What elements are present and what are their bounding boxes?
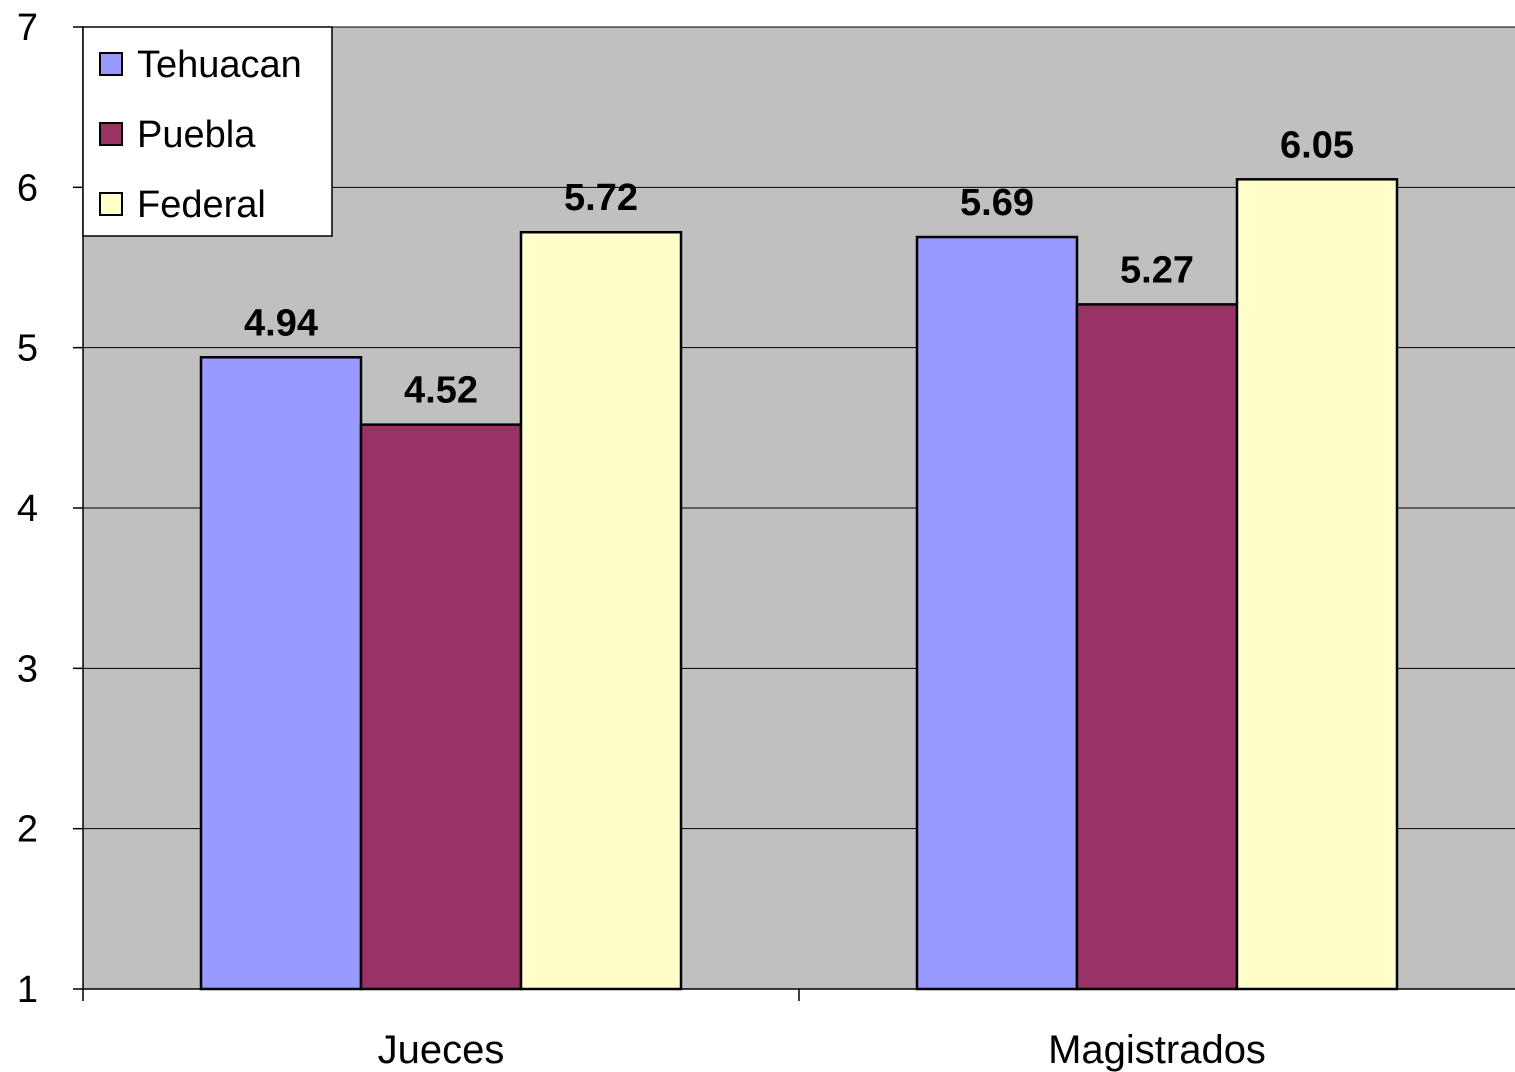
bar (359, 423, 523, 991)
y-tick-label: 5 (17, 328, 38, 370)
bar (519, 230, 683, 991)
y-tick-label: 7 (17, 7, 38, 49)
data-label: 4.94 (244, 302, 318, 344)
data-label: 6.05 (1280, 124, 1354, 166)
data-label: 5.72 (564, 177, 638, 219)
x-axis: Jueces Magistrados (82, 988, 1515, 1072)
legend: Tehuacan Puebla Federal (82, 26, 333, 237)
legend-label: Tehuacan (137, 44, 302, 86)
y-tick-label: 3 (17, 648, 38, 690)
bar (199, 356, 363, 991)
data-label: 5.69 (960, 182, 1034, 224)
bar (1235, 178, 1399, 991)
data-labels: 4.94 5.69 4.52 5.27 5.72 6.05 (244, 124, 1354, 411)
legend-swatch (99, 192, 123, 216)
x-tick-label: Jueces (378, 1028, 505, 1072)
data-label: 5.27 (1120, 249, 1194, 291)
legend-swatch (99, 122, 123, 146)
data-label: 4.52 (404, 370, 478, 412)
legend-label: Federal (137, 184, 266, 226)
y-tick-label: 6 (17, 167, 38, 209)
legend-box (82, 26, 333, 237)
y-tick-label: 4 (17, 488, 38, 530)
y-axis: 1 2 3 4 5 6 7 (17, 7, 84, 1011)
y-tick-label: 2 (17, 809, 38, 851)
y-tick-label: 1 (17, 969, 38, 1011)
legend-label: Puebla (137, 114, 256, 156)
bar (1075, 303, 1239, 991)
bars (199, 178, 1399, 991)
x-tick-label: Magistrados (1048, 1028, 1266, 1072)
legend-swatch (99, 52, 123, 76)
bar (915, 235, 1079, 991)
